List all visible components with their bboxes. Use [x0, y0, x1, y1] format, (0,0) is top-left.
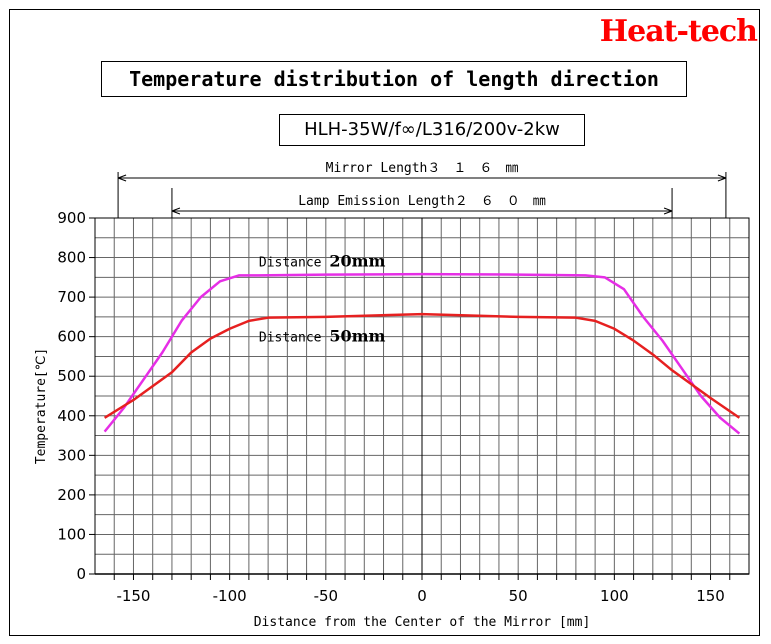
y-tick-label: 200	[57, 486, 86, 504]
dimension-arrow-left	[117, 174, 127, 182]
y-tick-label: 500	[57, 367, 86, 385]
series-label-value: 20mm	[329, 252, 385, 271]
y-tick-label: 100	[57, 525, 86, 543]
y-axis: 0 100 200 300 400 500 600 700 800 900	[57, 209, 95, 583]
series-line	[103, 272, 741, 435]
chart-subtitle: HLH-35W/f∞/L316/200v-2kw	[279, 114, 585, 146]
chart-title: Temperature distribution of length direc…	[101, 61, 687, 97]
series-20mm: Distance 20mm	[103, 252, 741, 435]
series-line	[103, 312, 741, 419]
series-50mm: Distance 50mm	[103, 312, 741, 419]
x-tick-label: -100	[213, 587, 247, 605]
series-label-prefix: Distance	[259, 256, 329, 271]
chart-frame	[9, 9, 760, 636]
brand-logo: Heat-tech	[599, 14, 758, 49]
series-label: Distance 50mm	[259, 327, 386, 346]
dimension-arrow-left	[171, 207, 181, 215]
y-tick-label: 400	[57, 407, 86, 425]
x-axis-label: Distance from the Center of the Mirror […	[254, 615, 591, 630]
y-tick-label: 300	[57, 446, 86, 464]
dimension-line: Lamp Emission Length２ ６ ０ ㎜	[171, 188, 673, 218]
x-tick-label: -50	[314, 587, 339, 605]
x-tick-label: 50	[509, 587, 528, 605]
series-label-prefix: Distance	[259, 331, 329, 346]
x-tick-label: -150	[116, 587, 150, 605]
dimension-label: Mirror Length３ １ ６ ㎜	[326, 161, 519, 176]
x-tick-label: 0	[417, 587, 427, 605]
y-tick-label: 0	[76, 565, 86, 583]
y-tick-label: 900	[57, 209, 86, 227]
series-label-value: 50mm	[329, 327, 385, 346]
x-axis: -150 -100 -50 0 50 100 150	[95, 573, 749, 605]
dimension-line: Mirror Length３ １ ６ ㎜	[117, 161, 727, 218]
dimension-label: Lamp Emission Length２ ６ ０ ㎜	[298, 194, 546, 209]
y-tick-label: 600	[57, 328, 86, 346]
dimension-arrow-right	[663, 207, 673, 215]
x-tick-label: 100	[600, 587, 629, 605]
y-tick-label: 700	[57, 288, 86, 306]
y-tick-label: 800	[57, 249, 86, 267]
dimension-arrow-right	[717, 174, 727, 182]
series-label: Distance 20mm	[259, 252, 386, 271]
y-axis-label: Temperature[℃]	[34, 348, 49, 464]
x-tick-label: 150	[696, 587, 725, 605]
